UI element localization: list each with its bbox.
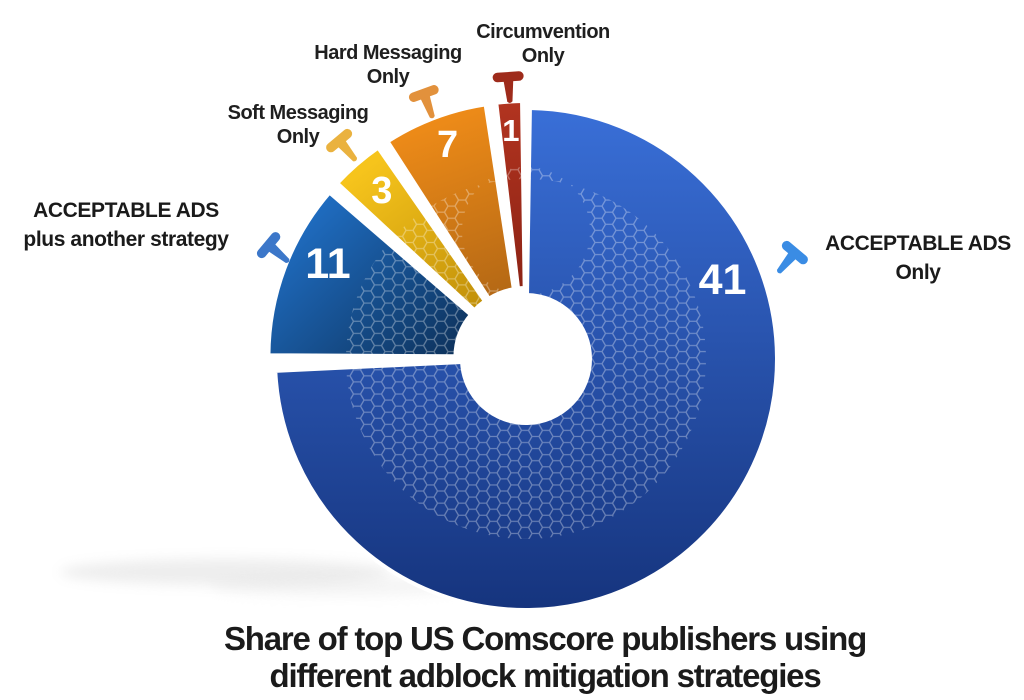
pushpin-icon-acceptable-only <box>776 240 808 274</box>
callout-line: Only <box>521 45 565 67</box>
honeycomb-pattern-overlay <box>345 166 706 539</box>
callout-hard-messaging-only: Hard Messaging Only <box>314 41 462 89</box>
value-label-acceptable-ads-plus: 11 <box>305 240 350 288</box>
callout-line: Hard Messaging <box>314 42 462 64</box>
chart-caption: Share of top US Comscore publishers usin… <box>223 620 867 694</box>
value-label-circumvention-only: 1 <box>502 113 519 148</box>
callout-line: ACCEPTABLE ADS <box>825 232 1011 255</box>
caption-line-2: different adblock mitigation strategies <box>269 657 822 694</box>
wedge-circumvention-only <box>494 99 527 291</box>
pushpin-icon-soft-messaging <box>326 128 358 162</box>
callout-acceptable-ads-only: ACCEPTABLE ADS Only <box>825 229 1011 287</box>
pushpin-icon-circumvention <box>492 71 524 103</box>
callout-soft-messaging-only: Soft Messaging Only <box>228 101 369 149</box>
pushpin-icon-acceptable-plus <box>256 232 290 264</box>
caption-line-1: Share of top US Comscore publishers usin… <box>223 620 867 657</box>
value-label-soft-messaging-only: 3 <box>371 170 392 212</box>
pushpin-icon-hard-messaging <box>408 85 439 119</box>
callout-line: Only <box>276 126 320 148</box>
callout-line: plus another strategy <box>23 228 229 251</box>
callout-line: ACCEPTABLE ADS <box>33 199 219 222</box>
callout-line: Circumvention <box>476 21 610 43</box>
callout-line: Soft Messaging <box>227 102 369 124</box>
value-label-acceptable-ads-only: 41 <box>699 256 747 304</box>
callout-line: Only <box>366 66 410 88</box>
callout-circumvention-only: Circumvention Only <box>476 20 610 68</box>
callout-line: Only <box>895 261 941 284</box>
value-label-hard-messaging-only: 7 <box>437 124 458 166</box>
callout-acceptable-ads-plus: ACCEPTABLE ADS plus another strategy <box>23 196 229 254</box>
